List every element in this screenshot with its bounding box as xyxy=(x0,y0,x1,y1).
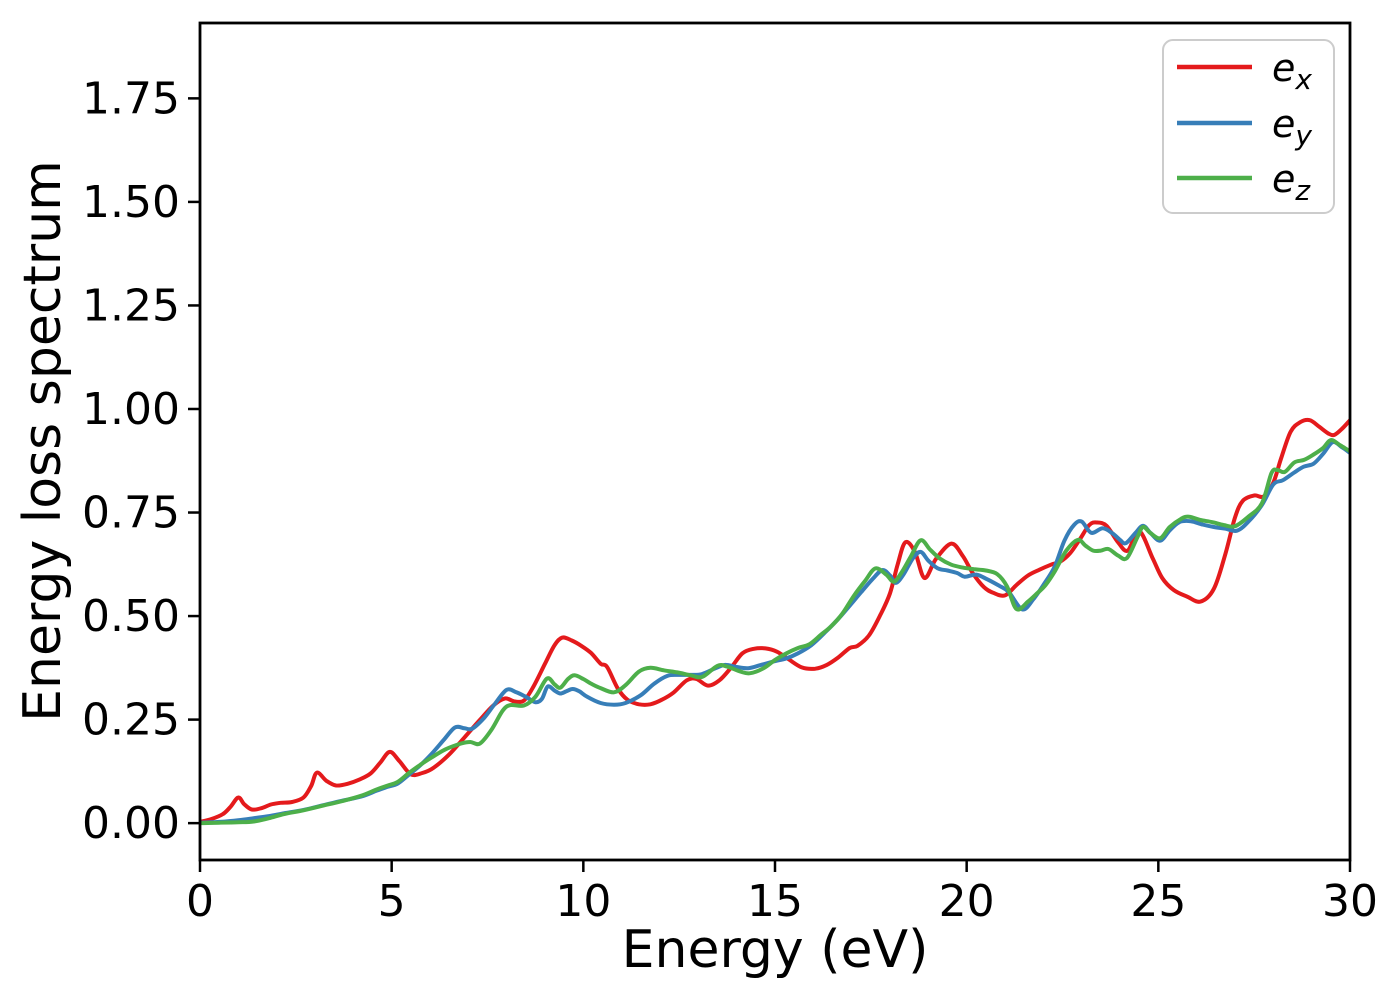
y-tick-label: 0.25 xyxy=(82,695,180,746)
y-tick-label: 0.50 xyxy=(82,591,180,642)
x-axis-label: Energy (eV) xyxy=(622,920,929,980)
y-tick-label: 1.50 xyxy=(82,177,180,228)
y-tick-label: 1.25 xyxy=(82,280,180,331)
y-axis-label: Energy loss spectrum xyxy=(13,160,73,722)
x-tick-label: 5 xyxy=(378,876,406,927)
y-tick-label: 1.75 xyxy=(82,73,180,124)
x-tick-label: 15 xyxy=(747,876,803,927)
legend-box xyxy=(1162,39,1335,214)
y-tick-label: 0.00 xyxy=(82,798,180,849)
legend-label-ez: ez xyxy=(1272,157,1311,207)
curve-e_z xyxy=(200,438,1350,826)
curve-e_y xyxy=(200,439,1350,825)
axes-frame xyxy=(198,21,1352,862)
legend: ex ey ez xyxy=(1162,39,1335,214)
legend-label-ey: ey xyxy=(1272,102,1312,152)
y-tick-label: 0.75 xyxy=(82,488,180,539)
x-tick-label: 10 xyxy=(555,876,611,927)
curves xyxy=(200,417,1350,826)
y-tick-label: 1.00 xyxy=(82,384,180,435)
x-tick-label: 25 xyxy=(1130,876,1186,927)
x-tick-label: 20 xyxy=(939,876,995,927)
legend-label-ex: ex xyxy=(1272,46,1312,96)
curve-e_x xyxy=(200,417,1350,824)
x-tick-label: 30 xyxy=(1322,876,1378,927)
x-tick-label: 0 xyxy=(186,876,214,927)
plot-area: 0 5 10 15 20 25 30 0.00 0.25 0.50 0.75 1.00 1.25 1.50… xyxy=(82,21,1378,927)
